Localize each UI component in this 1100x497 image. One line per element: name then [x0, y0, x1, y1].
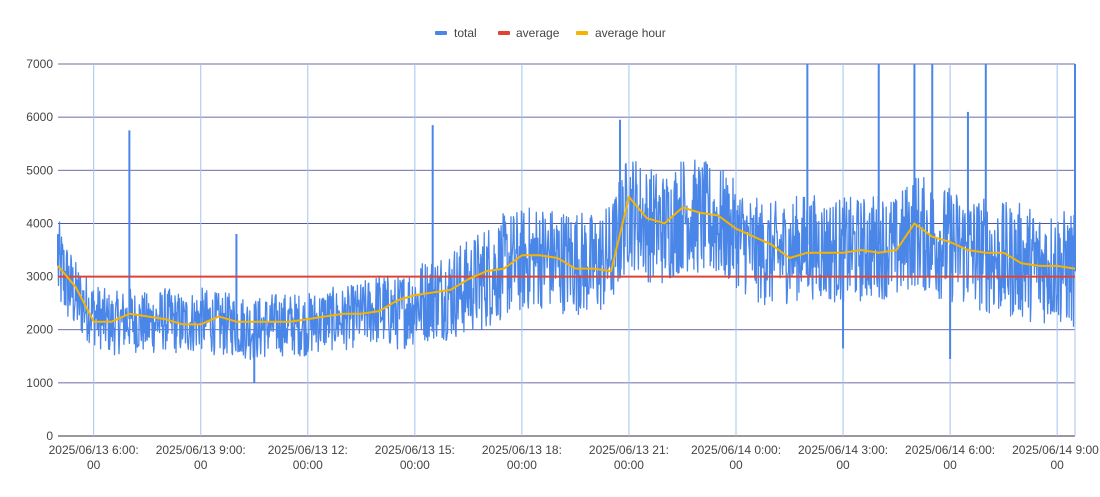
x-tick-label-line2: 00 [194, 458, 208, 472]
x-tick-label: 2025/06/13 21: [589, 443, 669, 457]
y-axis-tick-labels: 0 1000 2000 3000 4000 5000 6000 7000 [26, 57, 53, 443]
x-tick-label: 2025/06/14 6:00: [905, 443, 995, 457]
legend-swatch-average-hour [576, 31, 588, 35]
x-tick-label-line2: 00 [943, 458, 957, 472]
series-total-spikes [57, 64, 1076, 383]
y-tick-label: 4000 [26, 216, 53, 230]
plot-area [57, 64, 1076, 383]
x-tick-label-line2: 00 [729, 458, 743, 472]
legend-swatch-average [498, 31, 510, 35]
x-tick-label: 2025/06/14 0:00: [691, 443, 781, 457]
y-tick-label: 7000 [26, 57, 53, 71]
x-tick-label: 2025/06/13 6:00: [49, 443, 139, 457]
x-tick-label: 2025/06/14 3:00: [798, 443, 888, 457]
y-tick-label: 5000 [26, 163, 53, 177]
legend-swatch-total [435, 31, 447, 35]
legend-label-average: average [516, 26, 560, 40]
x-tick-label: 2025/06/13 12: [268, 443, 348, 457]
y-tick-label: 6000 [26, 110, 53, 124]
x-tick-label: 2025/06/13 15: [375, 443, 455, 457]
series-total-line [57, 159, 1076, 361]
x-tick-label: 2025/06/14 9:00: [1012, 443, 1100, 457]
legend-item-average: average [498, 26, 560, 40]
y-tick-label: 3000 [26, 270, 53, 284]
x-tick-label-line2: 00 [87, 458, 101, 472]
x-tick-label-line2: 00:00 [293, 458, 323, 472]
y-tick-label: 0 [46, 429, 53, 443]
x-tick-label-line2: 00:00 [507, 458, 537, 472]
x-tick-label: 2025/06/13 9:00: [156, 443, 246, 457]
legend-item-total: total [435, 26, 477, 40]
legend-item-average-hour: average hour [576, 26, 666, 40]
series-average-hour-line [57, 195, 1076, 326]
y-tick-label: 1000 [26, 376, 53, 390]
y-tick-label: 2000 [26, 323, 53, 337]
x-tick-label-line2: 00:00 [614, 458, 644, 472]
x-tick-label-line2: 00 [836, 458, 850, 472]
x-tick-label: 2025/06/13 18: [482, 443, 562, 457]
legend-label-average-hour: average hour [595, 26, 666, 40]
chart-legend: total average average hour [435, 26, 666, 40]
x-tick-label-line2: 00 [1050, 458, 1064, 472]
legend-label-total: total [454, 26, 477, 40]
x-tick-label-line2: 00:00 [400, 458, 430, 472]
